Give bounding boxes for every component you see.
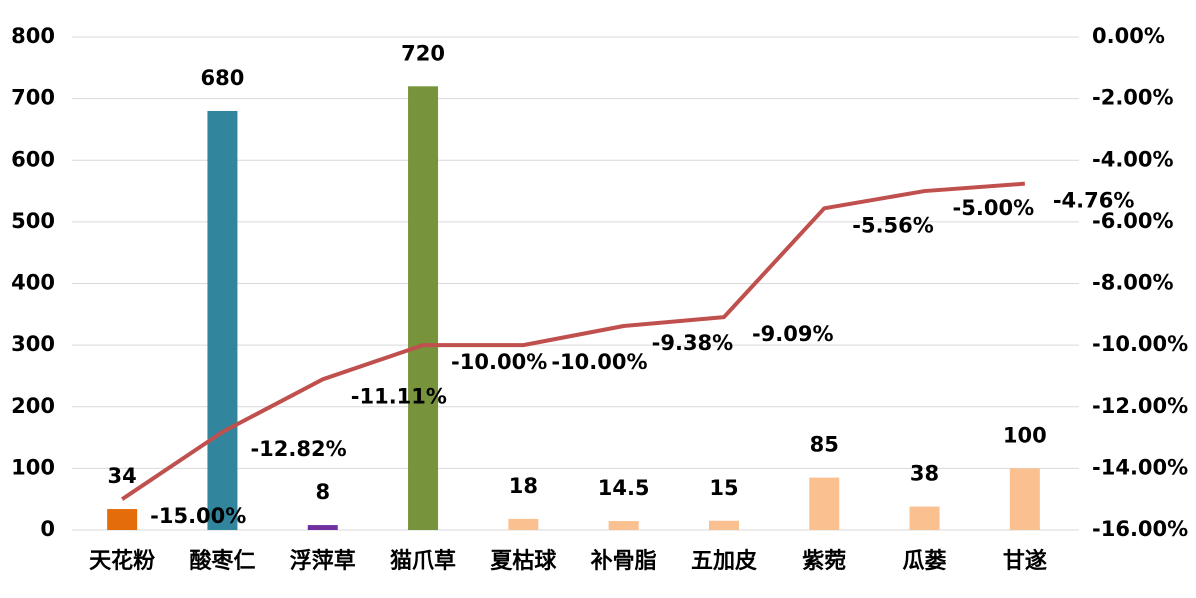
- y2-tick-label: -8.00%: [1092, 271, 1174, 295]
- x-tick-label: 紫菀: [802, 548, 846, 574]
- line-value-label: -5.00%: [953, 196, 1035, 220]
- bar-value-label: 8: [315, 480, 330, 504]
- x-tick-label: 猫爪草: [390, 548, 456, 574]
- bar-value-label: 85: [810, 433, 839, 457]
- x-tick-label: 补骨脂: [590, 548, 657, 574]
- line-value-label: -10.00%: [451, 350, 547, 374]
- x-tick-label: 甘遂: [1003, 548, 1047, 574]
- bar: [207, 110, 238, 530]
- line-value-label: -15.00%: [150, 504, 246, 528]
- y-tick-label: 700: [11, 86, 55, 110]
- bar: [708, 520, 739, 530]
- bar: [107, 509, 138, 530]
- line-value-label: -11.11%: [351, 384, 447, 408]
- line-value-label: -4.76%: [1053, 189, 1135, 213]
- x-tick-label: 浮萍草: [290, 548, 356, 574]
- y-tick-label: 800: [11, 24, 55, 48]
- bar: [608, 521, 639, 530]
- bar-value-label: 14.5: [598, 476, 650, 500]
- bar-value-label: 34: [108, 464, 137, 488]
- line-value-label: -9.09%: [752, 322, 834, 346]
- y-tick-label: 400: [11, 271, 55, 295]
- bar: [508, 518, 539, 530]
- line-value-label: -9.38%: [652, 331, 734, 355]
- bar: [909, 506, 940, 530]
- line-value-label: -12.82%: [250, 437, 346, 461]
- line: [121, 181, 1025, 501]
- bar-value-label: 100: [1003, 423, 1047, 447]
- bar-value-label: 680: [201, 66, 245, 90]
- y-tick-label: 200: [11, 394, 55, 418]
- y2-tick-label: 0.00%: [1092, 24, 1165, 48]
- x-tick-label: 酸枣仁: [189, 548, 255, 574]
- x-tick-label: 瓜蒌: [903, 548, 947, 574]
- y-tick-label: 600: [11, 147, 55, 171]
- x-tick-label: 夏枯球: [490, 549, 557, 574]
- bar: [408, 86, 439, 531]
- x-tick-label: 五加皮: [691, 548, 757, 574]
- y2-tick-label: -14.00%: [1092, 455, 1188, 479]
- x-tick-label: 天花粉: [89, 548, 155, 574]
- y-tick-label: 300: [11, 332, 55, 356]
- y2-tick-label: -6.00%: [1092, 209, 1174, 233]
- y2-tick-label: -2.00%: [1092, 86, 1174, 110]
- y-tick-label: 500: [11, 209, 55, 233]
- line-value-label: -5.56%: [852, 213, 934, 237]
- y2-tick-label: -12.00%: [1092, 394, 1188, 418]
- bar: [809, 477, 840, 530]
- bar-value-label: 720: [401, 41, 445, 65]
- y-tick-label: 0: [40, 517, 55, 541]
- y2-tick-label: -16.00%: [1092, 517, 1188, 541]
- y-tick-label: 100: [11, 455, 55, 479]
- line-value-label: -10.00%: [551, 350, 647, 374]
- bar-value-label: 38: [910, 462, 939, 486]
- y2-tick-label: -4.00%: [1092, 147, 1174, 171]
- bar: [1009, 468, 1040, 530]
- bar: [307, 525, 338, 530]
- y2-tick-label: -10.00%: [1092, 332, 1188, 356]
- bar-value-label: 15: [709, 476, 738, 500]
- bar-value-label: 18: [509, 474, 538, 498]
